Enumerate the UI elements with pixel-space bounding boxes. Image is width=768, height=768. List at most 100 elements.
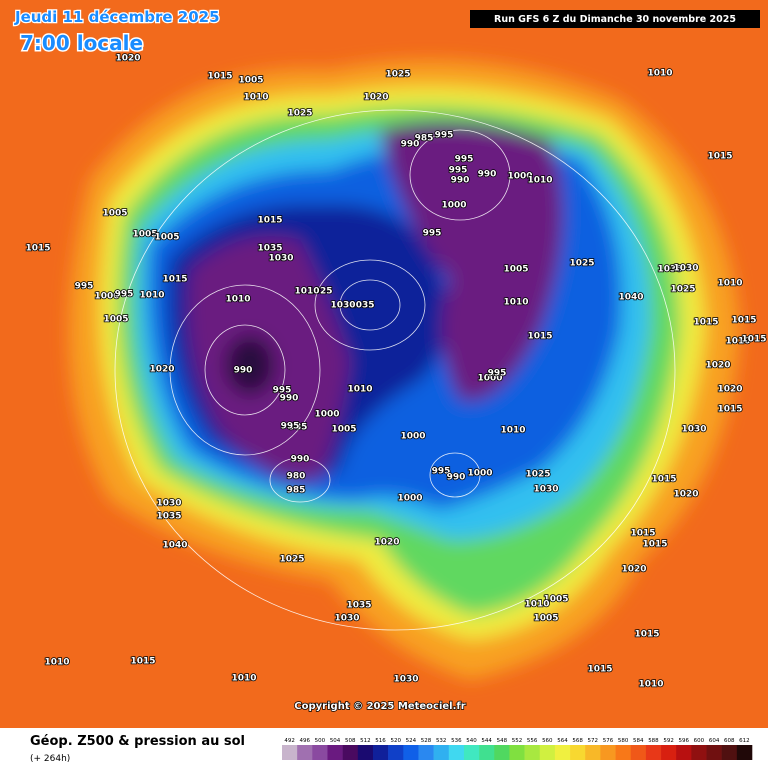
isobar-label: 1005 <box>543 595 568 605</box>
scale-cell <box>372 745 389 760</box>
scale-cell <box>676 745 692 760</box>
scale-cell <box>585 745 601 760</box>
isobar-label: 1025 <box>670 285 695 295</box>
scale-label: 552 <box>512 738 523 744</box>
isobar <box>114 109 676 631</box>
scale-cell <box>494 745 510 760</box>
isobar-label: 985 <box>287 486 306 496</box>
isobar-label: 1015 <box>257 216 282 226</box>
scale-cell <box>615 745 632 760</box>
isobar-label: 985 <box>415 134 434 144</box>
isobar-label: 1010 <box>347 385 372 395</box>
isobar-label: 1030 <box>681 425 706 435</box>
isobar <box>409 129 511 221</box>
scale-label: 524 <box>406 738 417 744</box>
scale-label: 576 <box>603 738 614 744</box>
isobar-label: 1015 <box>162 275 187 285</box>
scale-cell <box>630 745 647 760</box>
isobar-label: 1025 <box>287 109 312 119</box>
scale-cell <box>327 745 343 760</box>
scale-label: 588 <box>648 738 659 744</box>
isobar-label: 1030 <box>156 499 181 509</box>
isobar-label: 1010 <box>231 674 256 684</box>
isobar-label: 1010 <box>717 279 742 289</box>
isobar-label: 1015 <box>693 318 718 328</box>
scale-label: 516 <box>375 738 386 744</box>
isobar-label: 1015 <box>741 335 766 345</box>
scale-label: 548 <box>497 738 508 744</box>
isobar-label: 1015 <box>527 332 552 342</box>
isobar-label: 1015 <box>731 316 756 326</box>
isobar-label: 1010 <box>647 69 672 79</box>
isobar-label: 1020 <box>374 538 399 548</box>
isobar-label: 1000 <box>477 374 502 384</box>
isobar-label: 1035 <box>657 265 682 275</box>
scale-label: 528 <box>421 738 432 744</box>
isobar-label: 1015 <box>634 630 659 640</box>
scale-label: 580 <box>618 738 629 744</box>
isobar <box>269 457 331 503</box>
low-pressure-core <box>380 122 563 402</box>
scale-label: 536 <box>451 738 462 744</box>
isobar-label: 980 <box>287 472 306 482</box>
isobar-label: 1010 <box>725 337 750 347</box>
scale-cell <box>600 745 616 760</box>
scale-cell <box>388 745 404 760</box>
isobar-label: 990 <box>447 473 466 483</box>
isobar-label: 1010 <box>225 295 250 305</box>
scale-cell <box>297 745 313 760</box>
run-info: Run GFS 6 Z du Dimanche 30 novembre 2025 <box>494 14 736 25</box>
scale-cell <box>403 745 419 760</box>
scale-cell <box>645 745 662 760</box>
isobar-label: 1025 <box>279 555 304 565</box>
copyright: Copyright © 2025 Meteociel.fr <box>294 701 465 712</box>
isobar <box>314 259 426 351</box>
isobar-label: 1000 <box>314 410 339 420</box>
isobar-label: 1000 <box>467 469 492 479</box>
scale-label: 612 <box>739 738 750 744</box>
isobar-label: 1005 <box>238 76 263 86</box>
isobar-label: 995 <box>455 155 474 165</box>
scale-cell <box>448 745 465 760</box>
isobar-label: 1005 <box>103 315 128 325</box>
isobar-label: 1015 <box>707 152 732 162</box>
isobar-label: 1020 <box>363 93 388 103</box>
scale-label: 544 <box>481 738 492 744</box>
scale-cell <box>661 745 677 760</box>
isobar-label: 1025 <box>569 259 594 269</box>
isobar-label: 995 <box>115 290 134 300</box>
forecast-date: Jeudi 11 décembre 2025 <box>14 8 220 26</box>
isobar-label: 995 <box>423 229 442 239</box>
scale-label: 596 <box>679 738 690 744</box>
isobar-label: 995 <box>273 386 292 396</box>
isobar-label: 1015 <box>717 405 742 415</box>
isobar-label: 995 <box>488 369 507 379</box>
scale-cell <box>721 745 738 760</box>
isobar-label: 1030 <box>533 485 558 495</box>
isobar-label: 1030 <box>330 301 355 311</box>
scale-label: 532 <box>436 738 447 744</box>
isobar-label: 1015 <box>651 475 676 485</box>
isobar-label: 1015 <box>630 529 655 539</box>
isobar-label: 1010 <box>503 298 528 308</box>
isobar <box>169 284 321 456</box>
isobar-label: 1030 <box>393 675 418 685</box>
scale-label: 572 <box>588 738 599 744</box>
isobar-label: 995 <box>435 131 454 141</box>
isobar-label: 1005 <box>331 425 356 435</box>
scale-cell <box>524 745 541 760</box>
scale-cell <box>570 745 586 760</box>
scale-label: 520 <box>390 738 401 744</box>
scale-label: 556 <box>527 738 538 744</box>
isobar-label: 1015 <box>207 72 232 82</box>
scale-label: 512 <box>360 738 371 744</box>
isobar-label: 1010 <box>638 680 663 690</box>
isobar-label: 1020 <box>115 54 140 64</box>
scale-label: 600 <box>694 738 705 744</box>
isobar-label: 1005 <box>154 233 179 243</box>
isobar-label: 990 <box>478 170 497 180</box>
run-box <box>470 10 760 28</box>
